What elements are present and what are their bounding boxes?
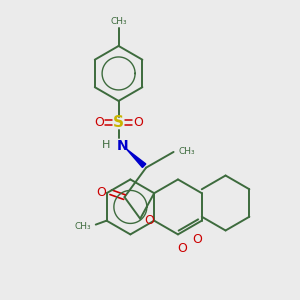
Text: O: O — [144, 214, 154, 227]
Text: O: O — [177, 242, 187, 255]
Text: O: O — [192, 233, 202, 246]
Text: O: O — [133, 116, 143, 129]
Text: CH₃: CH₃ — [178, 148, 195, 157]
Text: O: O — [96, 186, 106, 199]
Text: H: H — [102, 140, 110, 150]
Text: CH₃: CH₃ — [74, 222, 91, 231]
Text: O: O — [94, 116, 104, 129]
Polygon shape — [126, 149, 146, 167]
Text: N: N — [117, 139, 128, 153]
Text: CH₃: CH₃ — [110, 17, 127, 26]
Text: S: S — [113, 115, 124, 130]
